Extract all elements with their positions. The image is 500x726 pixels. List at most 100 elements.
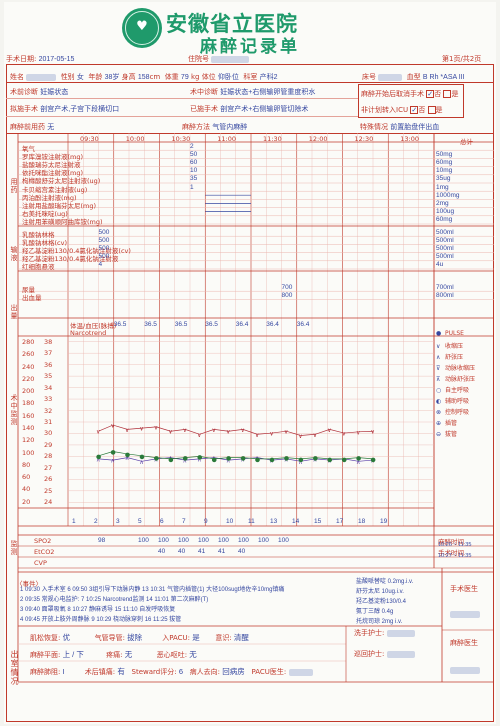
med-name: 盐酸瑞芬太尼注射液 [22, 160, 81, 169]
form-border [6, 64, 494, 722]
data-point: ∧ [284, 456, 288, 463]
monitor-value: 40 [158, 548, 166, 555]
data-point: ∨ [168, 429, 172, 436]
icu-yes-checkbox[interactable] [427, 106, 436, 114]
hospital-name: 安徽省立医院 [166, 11, 298, 36]
left-axis-tick: 32 [44, 406, 53, 415]
legend-label: 自主呼吸 [445, 387, 470, 394]
left-axis-tick: 38 [44, 337, 53, 346]
fluid-total: 500ml [436, 236, 454, 244]
time-tick-label: 11:00 [217, 135, 236, 143]
event-marker: 19 [380, 518, 388, 525]
anesthesiologist-label: 麻醉医生 [450, 639, 478, 647]
legend-item: ∨ 收缩压 [436, 341, 463, 350]
legend-symbol: ∧ [436, 354, 441, 361]
monitor-time-label: 麻醉时间 [438, 537, 464, 546]
cancel-yes-checkbox[interactable] [443, 90, 452, 98]
circulating-nurse: 巡回护士: [354, 649, 415, 659]
med-total: 35ug [436, 175, 451, 183]
med-value: 1 [190, 183, 194, 191]
data-point: ∨ [255, 432, 259, 439]
data-point: ∨ [342, 431, 346, 438]
data-point: ∨ [269, 431, 273, 438]
anesthesia-record-sheet: ♥ 安徽省立医院 麻醉记录单 手术日期: 2017-05-15 住院号 第1页/… [4, 2, 496, 724]
surgery-date: 手术日期: 2017-05-15 [6, 55, 75, 63]
fluid-name: 羟乙基淀粉130/0.4氯化钠注射液(cv) [22, 246, 131, 255]
time-tick-label: 12:00 [308, 135, 328, 143]
temperature-value: 36.5 [113, 321, 127, 328]
event-note: 托烷司琼 2mg i.v. [356, 619, 403, 625]
left-axis-tick: 33 [44, 395, 53, 404]
right-axis-tick: 200 [22, 387, 35, 396]
fluid-name: 乳酸钠林格(cv) [22, 238, 67, 247]
right-axis-tick: 220 [22, 374, 35, 383]
data-point: ∨ [298, 433, 302, 440]
data-point: ● [110, 449, 115, 456]
med-name: 卡贝缩宫素注射液(ug) [22, 185, 88, 194]
data-point: ● [183, 455, 188, 462]
left-axis-tick: 35 [44, 372, 53, 381]
chart-side-label: 术中监测 [10, 394, 18, 426]
events-title: 〈事件〉 [16, 580, 42, 588]
output-name: 出血量 [22, 293, 42, 302]
legend-item: ⊖ 拔管 [436, 429, 457, 438]
cancel-surgery-field: 麻醉开始后取消手术 ✓否 是 [361, 90, 459, 98]
data-point: ∧ [183, 458, 187, 465]
monitor-value: 98 [98, 537, 106, 544]
left-axis-tick: 30 [44, 429, 53, 438]
legend-symbol: ∨ [436, 343, 441, 350]
output-side-label: 出量 [10, 304, 18, 320]
temperature-value: 36.4 [235, 321, 249, 328]
meds-side-label: 用药 [10, 178, 18, 194]
data-point: ∧ [197, 456, 201, 463]
right-axis-tick: 80 [22, 460, 31, 469]
legend-label: 控制呼吸 [445, 409, 470, 416]
temperature-value: 36.5 [174, 321, 188, 328]
right-axis-tick: 140 [22, 424, 35, 432]
left-axis-tick: 27 [44, 463, 53, 472]
output-total: 700ml [436, 283, 454, 291]
data-point: ∨ [284, 429, 288, 436]
record-grid: ∨∨∨ ∨ ∨∨ ∨∨∨ ∨ ∨∨ ∨ ∨∨ ∨∨∨ ∨ ∨∧ ∧ ∧∧ ∧ ∧ ∧ ∧ ∧ ∧ ∧ ∧ ∧ ∧ ∧ ∧ ∧ ∧ ∧ ∧… [17, 133, 494, 683]
data-point: ● [154, 455, 159, 462]
patient-info-row: 姓名 性别 女 年龄 38岁 身高 158cm 体重 79 kg 体位 仰卧位 … [10, 73, 278, 81]
data-point: ● [212, 456, 217, 463]
fluid-value: 500 [98, 244, 110, 252]
legend-item: ● PULSE [436, 330, 464, 337]
legend-label: 收缩压 [445, 343, 464, 350]
med-total: 100ug [436, 208, 455, 216]
anesthesiologist-signature [450, 666, 480, 674]
data-point: ● [240, 455, 245, 462]
event-marker: 9 [204, 518, 208, 525]
time-tick-label: 09:30 [80, 135, 99, 143]
data-point: ● [313, 455, 318, 462]
data-point: ● [197, 454, 202, 461]
legend-item: ∧ 舒张压 [436, 352, 463, 361]
event-line: 1 09:30 入手术室 6 09:50 3组引导下动脉内静 13 10:31 … [20, 587, 285, 593]
data-point: ∧ [298, 459, 302, 466]
med-name: 枸橼酸舒芬太尼注射液(ug) [22, 177, 101, 186]
left-axis-tick: 29 [44, 440, 53, 449]
legend-item: ⊗ 控制呼吸 [436, 407, 469, 416]
data-point: ● [226, 455, 231, 462]
temperature-value: 36.4 [266, 321, 279, 328]
data-point: ∨ [212, 427, 216, 434]
output-total: 800ml [436, 291, 454, 299]
icu-no-checkbox[interactable]: ✓ [410, 106, 419, 114]
cancel-no-checkbox[interactable]: ✓ [426, 90, 435, 98]
event-marker: 5 [138, 518, 142, 525]
monitor-value: 100 [138, 537, 149, 544]
event-marker: 3 [116, 518, 120, 525]
data-point: ∧ [327, 458, 331, 465]
left-axis-tick: 31 [44, 418, 53, 426]
inpatient-number: 住院号 [188, 54, 250, 64]
left-axis-tick: 28 [44, 452, 53, 461]
data-point: ∧ [342, 456, 346, 463]
monitor-side-label: 监测 [10, 540, 18, 556]
temperature-value: 36.5 [205, 321, 218, 328]
data-point: ∧ [371, 458, 375, 465]
left-axis-tick: 25 [44, 486, 53, 495]
left-axis-tick: 34 [44, 383, 53, 392]
performed-surgery: 已施手术 剖宫产术+右侧输卵管切除术 [190, 105, 309, 113]
event-line: 4 09:45 开放上肢外周静脉 9 10:29 桡动脉穿刺 16 11:25 … [20, 617, 182, 623]
